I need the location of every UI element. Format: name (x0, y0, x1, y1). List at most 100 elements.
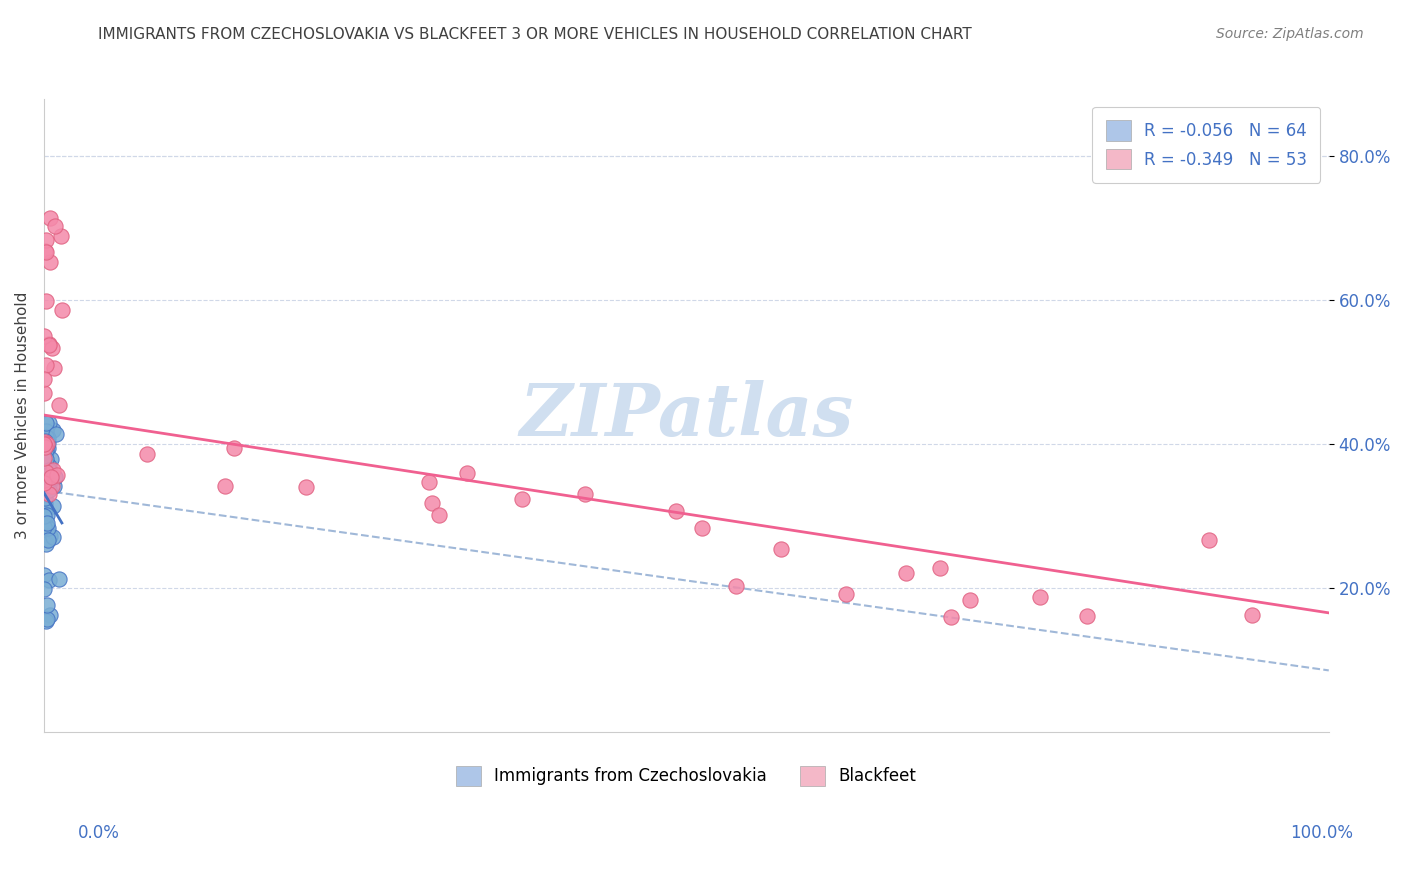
Text: Source: ZipAtlas.com: Source: ZipAtlas.com (1216, 27, 1364, 41)
Point (34, 478, 56, 492)
Point (32, 437, 55, 451)
Point (34, 518, 56, 533)
Point (35, 358, 58, 372)
Point (35, 516, 58, 530)
Point (214, 479, 236, 493)
Point (32, 468, 55, 483)
Point (32, 520, 55, 534)
Point (35, 233, 58, 247)
Point (1198, 533, 1220, 548)
Point (32, 372, 55, 386)
Point (35, 452, 58, 467)
Point (427, 508, 450, 523)
Point (32, 493, 55, 508)
Point (34, 439, 56, 453)
Point (420, 496, 443, 510)
Point (35, 508, 58, 522)
Point (37, 431, 59, 445)
Text: IMMIGRANTS FROM CZECHOSLOVAKIA VS BLACKFEET 3 OR MORE VEHICLES IN HOUSEHOLD CORR: IMMIGRANTS FROM CZECHOSLOVAKIA VS BLACKF… (98, 27, 972, 42)
Point (44, 479, 66, 493)
Point (35, 475, 58, 490)
Point (42, 360, 65, 375)
Point (769, 542, 792, 557)
Legend: Immigrants from Czechoslovakia, Blackfeet: Immigrants from Czechoslovakia, Blackfee… (443, 752, 929, 799)
Point (35, 536, 58, 550)
Point (35, 245, 58, 260)
Point (295, 480, 318, 494)
Point (224, 441, 246, 455)
Point (42, 530, 65, 544)
Point (34, 440, 56, 454)
Point (34, 501, 56, 516)
Point (34, 434, 56, 449)
Point (690, 521, 713, 535)
Point (35, 416, 58, 430)
Point (32, 567, 55, 582)
Point (37, 521, 59, 535)
Point (37, 442, 59, 456)
Point (38, 528, 60, 542)
Point (37, 533, 59, 547)
Point (32, 329, 55, 343)
Point (34, 434, 56, 449)
Point (929, 561, 952, 575)
Point (724, 579, 747, 593)
Point (34, 482, 56, 496)
Point (34, 467, 56, 482)
Point (35, 614, 58, 628)
Point (34, 495, 56, 509)
Point (32, 476, 55, 491)
Point (34, 498, 56, 512)
Point (32, 451, 55, 466)
Point (42, 423, 65, 437)
Point (44, 219, 66, 233)
Point (1029, 591, 1052, 605)
Point (42, 463, 65, 477)
Point (1076, 608, 1098, 623)
Point (51, 303, 73, 318)
Point (41, 341, 63, 355)
Point (45, 426, 67, 441)
Point (894, 566, 917, 581)
Point (35, 293, 58, 308)
Point (48, 572, 70, 586)
Text: 100.0%: 100.0% (1291, 824, 1353, 842)
Point (35, 599, 58, 613)
Point (835, 587, 858, 601)
Point (41, 479, 63, 493)
Point (34, 434, 56, 449)
Point (959, 593, 981, 607)
Point (418, 475, 440, 489)
Point (35, 477, 58, 491)
Point (510, 492, 533, 507)
Point (35, 520, 58, 534)
Point (38, 487, 60, 501)
Point (574, 487, 596, 501)
Point (38, 483, 60, 497)
Point (39, 475, 62, 489)
Point (35, 424, 58, 438)
Point (1240, 608, 1263, 623)
Point (35, 477, 58, 491)
Point (38, 211, 60, 226)
Point (37, 436, 59, 450)
Point (32, 582, 55, 597)
Point (45, 467, 67, 482)
Point (34, 244, 56, 259)
Point (35, 465, 58, 479)
Point (39, 452, 62, 467)
Point (135, 447, 157, 461)
Point (939, 610, 962, 624)
Point (34, 450, 56, 464)
Point (37, 533, 59, 548)
Point (39, 470, 62, 484)
Point (38, 574, 60, 588)
Point (35, 434, 58, 448)
Text: ZIPatlas: ZIPatlas (519, 379, 853, 450)
Point (34, 443, 56, 458)
Point (38, 463, 60, 477)
Point (32, 508, 55, 523)
Point (42, 499, 65, 513)
Point (38, 337, 60, 351)
Point (38, 608, 60, 623)
